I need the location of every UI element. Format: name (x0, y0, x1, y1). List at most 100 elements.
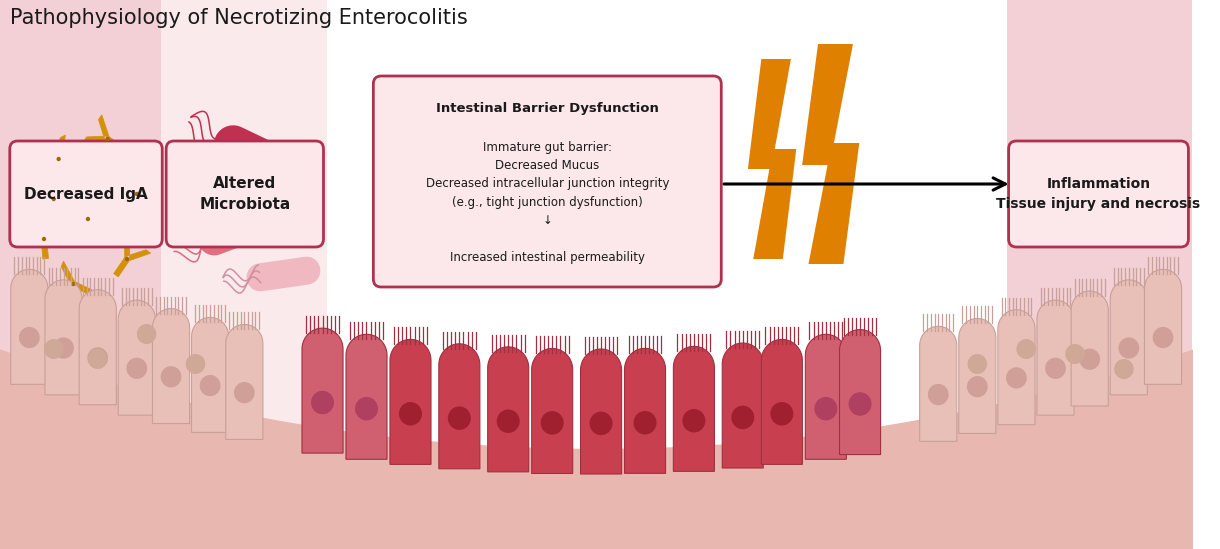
Polygon shape (192, 317, 228, 433)
Circle shape (88, 349, 107, 369)
Polygon shape (1144, 270, 1182, 384)
Polygon shape (748, 59, 797, 259)
Polygon shape (129, 250, 151, 261)
Polygon shape (139, 190, 161, 196)
Text: Decreased IgA: Decreased IgA (24, 187, 148, 201)
Text: Intestinal Barrier Dysfunction: Intestinal Barrier Dysfunction (436, 102, 659, 115)
Polygon shape (226, 324, 262, 439)
Polygon shape (998, 310, 1035, 425)
Circle shape (161, 366, 182, 388)
Polygon shape (1037, 300, 1074, 415)
Circle shape (1114, 359, 1133, 379)
Polygon shape (959, 318, 996, 434)
Polygon shape (48, 201, 56, 224)
FancyBboxPatch shape (373, 76, 721, 287)
Text: Immature gut barrier:
Decreased Mucus
Decreased intracellular junction integrity: Immature gut barrier: Decreased Mucus De… (426, 122, 669, 265)
Polygon shape (124, 234, 129, 257)
Circle shape (127, 358, 148, 379)
Circle shape (134, 192, 139, 196)
Circle shape (311, 391, 334, 414)
Circle shape (1153, 327, 1174, 348)
FancyBboxPatch shape (1006, 0, 1192, 549)
Circle shape (967, 376, 988, 397)
Text: Pathophysiology of Necrotizing Enterocolitis: Pathophysiology of Necrotizing Enterocol… (10, 8, 467, 28)
Polygon shape (121, 192, 139, 209)
Circle shape (497, 410, 520, 433)
Circle shape (967, 354, 987, 374)
Polygon shape (113, 257, 129, 277)
Polygon shape (99, 115, 109, 137)
Polygon shape (214, 125, 310, 193)
Polygon shape (77, 197, 89, 219)
Polygon shape (106, 137, 124, 153)
Polygon shape (802, 44, 859, 264)
Polygon shape (303, 328, 343, 453)
Polygon shape (37, 147, 56, 160)
Polygon shape (390, 339, 431, 464)
Polygon shape (29, 197, 51, 205)
Circle shape (1016, 339, 1036, 359)
Circle shape (54, 338, 74, 358)
Circle shape (589, 412, 612, 435)
Circle shape (185, 354, 205, 374)
Polygon shape (246, 257, 321, 292)
Polygon shape (673, 346, 715, 472)
Polygon shape (488, 347, 528, 472)
Circle shape (56, 157, 61, 161)
Circle shape (1065, 344, 1085, 364)
Polygon shape (1071, 291, 1108, 406)
Polygon shape (920, 326, 956, 441)
Polygon shape (839, 329, 881, 455)
Text: Inflammation
Tissue injury and necrosis: Inflammation Tissue injury and necrosis (997, 177, 1200, 211)
Circle shape (105, 137, 110, 141)
Polygon shape (722, 343, 764, 468)
Polygon shape (50, 282, 72, 291)
Text: Altered
Microbiota: Altered Microbiota (199, 176, 290, 212)
Circle shape (234, 382, 255, 404)
Circle shape (71, 282, 76, 286)
Polygon shape (41, 239, 49, 259)
Polygon shape (79, 290, 116, 405)
Polygon shape (56, 158, 70, 178)
Circle shape (399, 402, 422, 425)
Circle shape (200, 375, 221, 396)
Circle shape (124, 257, 129, 261)
Polygon shape (625, 349, 666, 473)
Circle shape (633, 411, 656, 434)
Circle shape (20, 327, 40, 348)
Circle shape (1080, 349, 1100, 370)
FancyBboxPatch shape (0, 0, 161, 549)
Polygon shape (44, 219, 59, 239)
Circle shape (1046, 358, 1066, 379)
Circle shape (355, 397, 378, 421)
Polygon shape (198, 203, 282, 255)
Circle shape (731, 406, 754, 429)
Polygon shape (45, 280, 82, 395)
Circle shape (88, 347, 109, 368)
Polygon shape (89, 204, 109, 220)
Circle shape (41, 237, 46, 241)
Circle shape (682, 409, 705, 433)
Circle shape (1119, 338, 1139, 358)
Circle shape (928, 384, 949, 405)
Polygon shape (439, 344, 479, 469)
Polygon shape (152, 309, 189, 424)
FancyBboxPatch shape (161, 0, 327, 549)
Circle shape (814, 397, 837, 421)
Polygon shape (532, 349, 572, 473)
Circle shape (448, 406, 471, 430)
Polygon shape (61, 261, 74, 282)
Circle shape (770, 402, 793, 425)
Polygon shape (11, 270, 48, 384)
Polygon shape (51, 183, 70, 201)
Circle shape (137, 324, 156, 344)
Polygon shape (581, 349, 621, 474)
Polygon shape (27, 221, 44, 239)
Polygon shape (135, 169, 144, 192)
FancyBboxPatch shape (166, 141, 323, 247)
Circle shape (1006, 367, 1027, 389)
Polygon shape (118, 300, 155, 415)
Circle shape (44, 339, 63, 359)
Polygon shape (346, 334, 387, 460)
Polygon shape (761, 339, 803, 464)
